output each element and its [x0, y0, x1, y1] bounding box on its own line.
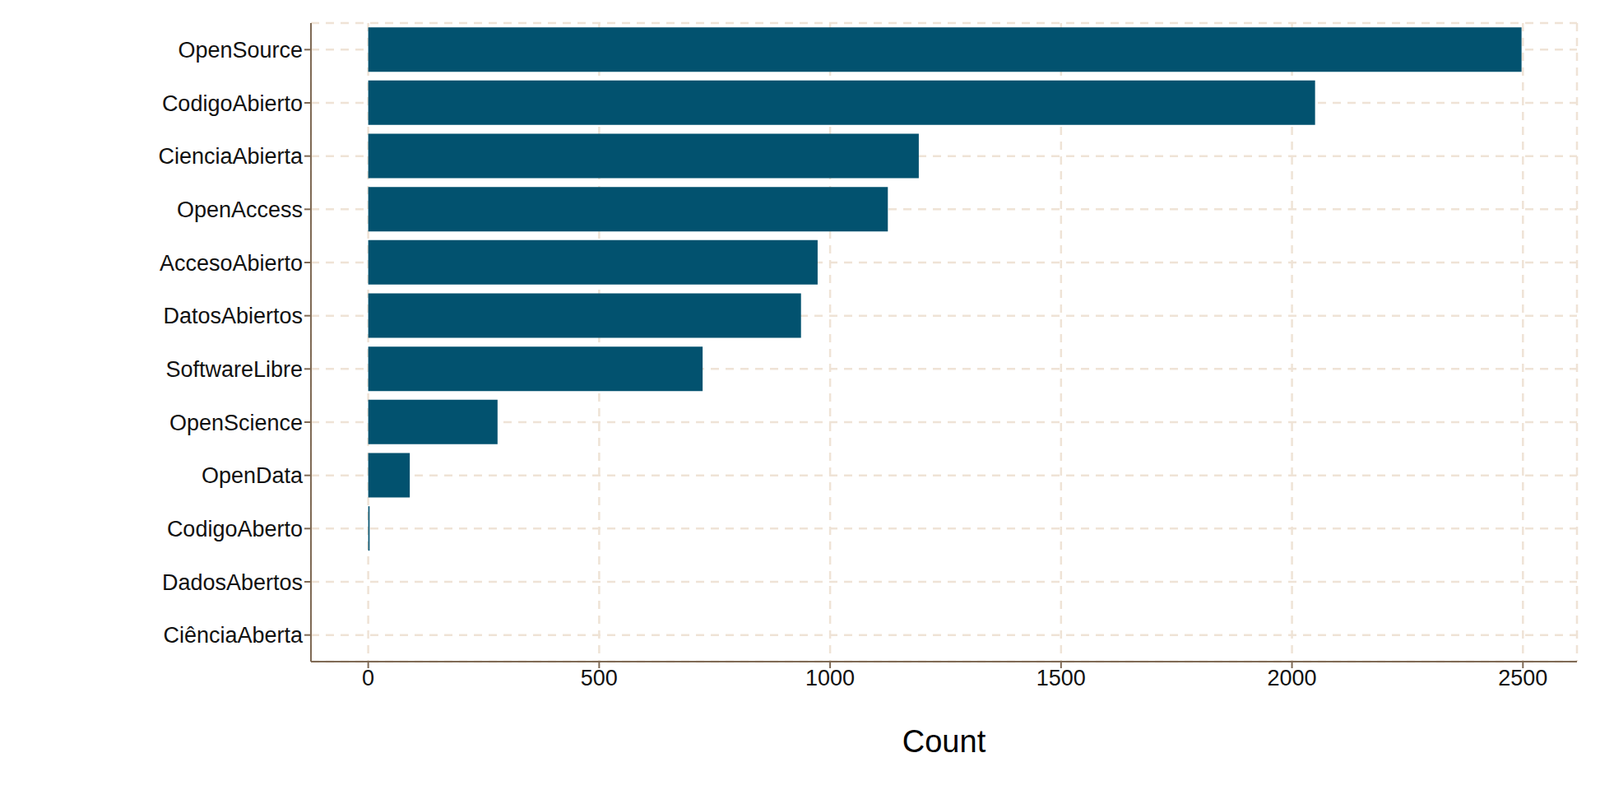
svg-text:DatosAbiertos: DatosAbiertos: [162, 303, 303, 329]
svg-text:OpenAccess: OpenAccess: [176, 197, 303, 223]
svg-text:1500: 1500: [1036, 665, 1086, 691]
svg-text:Count: Count: [902, 723, 987, 759]
svg-text:CodigoAberto: CodigoAberto: [166, 516, 303, 542]
svg-text:DadosAbertos: DadosAbertos: [162, 570, 303, 595]
svg-text:CodigoAbierto: CodigoAbierto: [162, 91, 303, 116]
svg-text:OpenData: OpenData: [201, 463, 304, 488]
svg-text:CiênciaAberta: CiênciaAberta: [162, 622, 304, 648]
svg-text:OpenScience: OpenScience: [169, 410, 303, 436]
svg-text:OpenSource: OpenSource: [177, 37, 303, 63]
svg-text:AccesoAbierto: AccesoAbierto: [159, 250, 303, 276]
svg-text:SoftwareLibre: SoftwareLibre: [165, 357, 303, 382]
svg-text:0: 0: [361, 665, 375, 691]
svg-text:1000: 1000: [805, 665, 855, 691]
svg-text:CienciaAbierta: CienciaAbierta: [157, 143, 304, 169]
svg-text:2000: 2000: [1267, 665, 1318, 691]
svg-text:2500: 2500: [1497, 665, 1548, 691]
svg-text:500: 500: [580, 665, 618, 691]
